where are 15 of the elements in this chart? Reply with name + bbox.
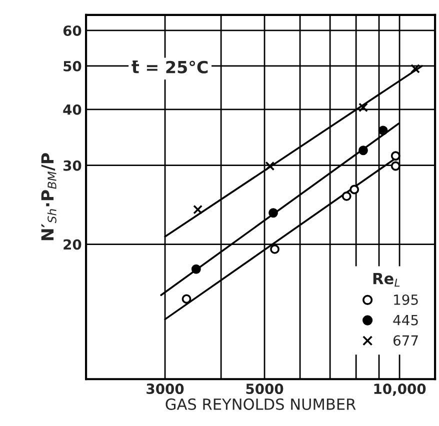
- x-axis-title: GAS REYNOLDS NUMBER: [166, 398, 356, 410]
- x-tick-label: 5000: [246, 384, 284, 394]
- legend-label: 445: [393, 315, 418, 326]
- y-axis-title: N′$_{Sh}$·P$_{BM}$/P: [41, 153, 56, 240]
- y-tick-label: 50: [64, 60, 82, 72]
- legend-label: 195: [394, 294, 418, 305]
- annotation: t̄ = 25°C: [132, 60, 208, 74]
- legend-title: Re$_{L}$: [373, 272, 400, 287]
- y-tick-label: 40: [63, 104, 82, 115]
- legend-label: 677: [394, 335, 418, 346]
- x-tick-label: 10,000: [374, 384, 426, 396]
- y-tick-label: 30: [63, 160, 82, 171]
- y-tick-label: 60: [63, 25, 82, 36]
- x-tick-label: 3000: [146, 384, 184, 394]
- y-tick-label: 20: [64, 239, 82, 250]
